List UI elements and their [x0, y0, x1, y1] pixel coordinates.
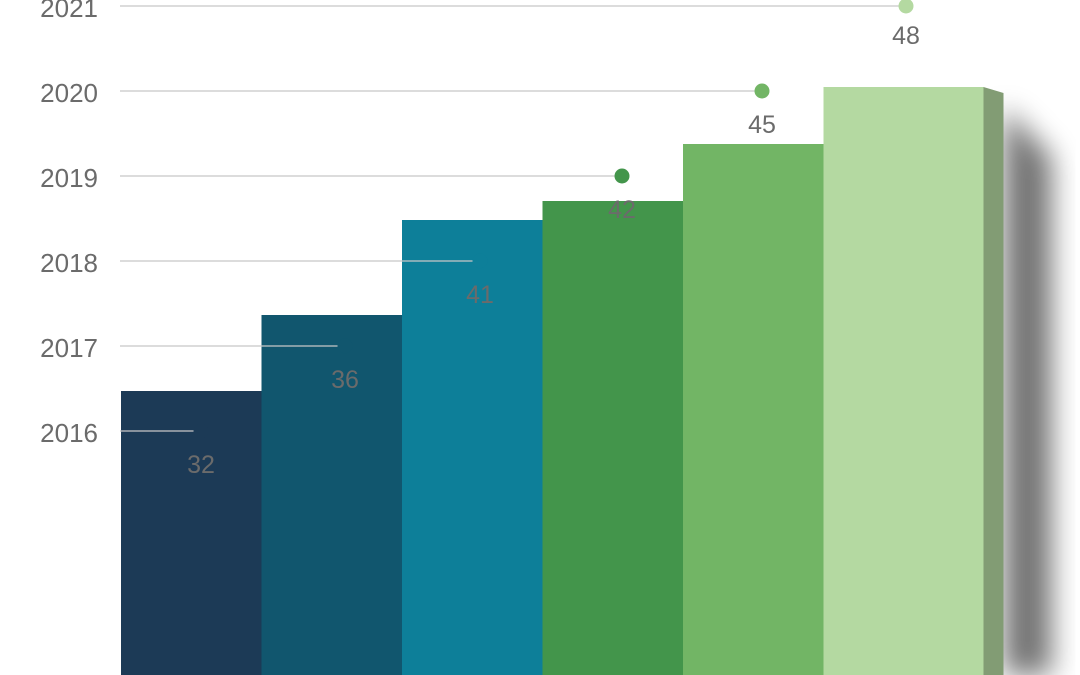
- bar-front-face-2021: [823, 87, 984, 675]
- bar-front-face-2018: [402, 220, 562, 675]
- value-label-2016: 32: [187, 451, 215, 479]
- bar-shadow-2021: [1003, 107, 1052, 675]
- year-label-2016: 2016: [40, 418, 98, 448]
- bars-layer: [121, 87, 1004, 675]
- value-label-2021: 48: [892, 22, 920, 50]
- value-label-2018: 41: [466, 281, 494, 309]
- data-point-2021: [898, 0, 914, 14]
- bar-2019: [542, 201, 723, 675]
- data-point-2018: [472, 253, 488, 269]
- data-point-2020: [754, 83, 770, 99]
- data-point-2017: [337, 338, 353, 354]
- year-label-2019: 2019: [40, 163, 98, 193]
- year-label-2017: 2017: [40, 333, 98, 363]
- bar-front-face-2019: [542, 201, 703, 675]
- value-label-2019: 42: [608, 196, 636, 224]
- data-point-2019: [614, 168, 630, 184]
- guide-lines: [120, 5, 906, 432]
- year-label-2021: 2021: [40, 0, 98, 23]
- bar-2021: [823, 87, 1004, 675]
- value-label-2017: 36: [331, 366, 359, 394]
- bar-side-face-2021: [983, 87, 1004, 675]
- bar-front-face-2020: [683, 144, 843, 675]
- value-label-2020: 45: [748, 111, 776, 139]
- data-point-2016: [193, 423, 209, 439]
- year-label-2018: 2018: [40, 248, 98, 278]
- bar-front-face-2017: [261, 315, 422, 675]
- year-label-2020: 2020: [40, 78, 98, 108]
